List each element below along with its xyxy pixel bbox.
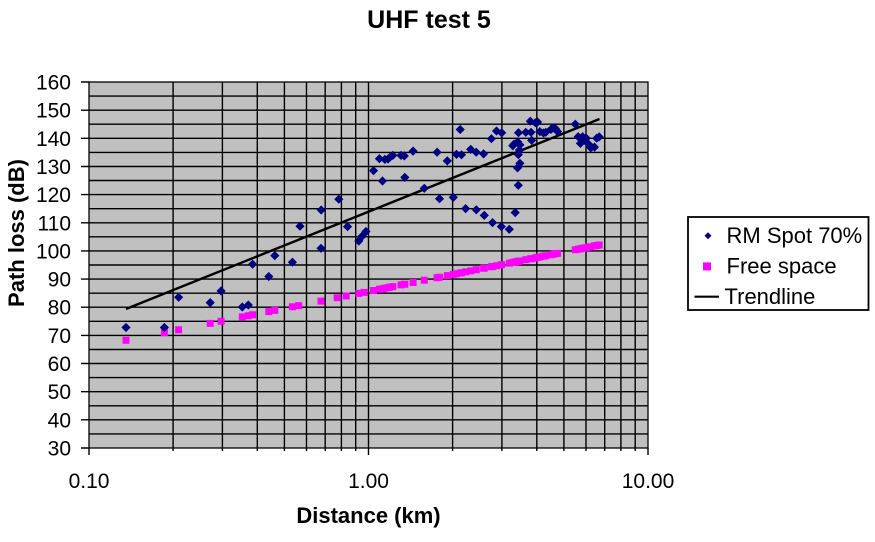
- svg-text:60: 60: [48, 353, 71, 376]
- svg-text:1.00: 1.00: [348, 470, 389, 493]
- svg-text:Path loss (dB): Path loss (dB): [4, 159, 29, 307]
- svg-text:30: 30: [48, 438, 71, 461]
- svg-text:110: 110: [38, 212, 71, 235]
- svg-text:UHF test 5: UHF test 5: [367, 6, 491, 34]
- svg-text:150: 150: [36, 100, 71, 123]
- svg-text:RM Spot 70%: RM Spot 70%: [727, 223, 863, 248]
- svg-text:120: 120: [36, 184, 71, 207]
- svg-text:50: 50: [48, 381, 71, 404]
- svg-text:Free space: Free space: [727, 254, 837, 279]
- svg-text:100: 100: [36, 240, 71, 263]
- svg-text:130: 130: [36, 156, 71, 179]
- svg-text:40: 40: [48, 409, 71, 432]
- svg-text:Distance (km): Distance (km): [296, 503, 440, 528]
- svg-text:0.10: 0.10: [69, 470, 110, 493]
- svg-text:10.00: 10.00: [622, 470, 675, 493]
- svg-text:160: 160: [36, 72, 71, 95]
- svg-text:80: 80: [48, 297, 71, 320]
- svg-text:90: 90: [48, 269, 71, 292]
- svg-text:70: 70: [48, 325, 71, 348]
- svg-text:140: 140: [36, 128, 71, 151]
- svg-text:Trendline: Trendline: [725, 284, 816, 309]
